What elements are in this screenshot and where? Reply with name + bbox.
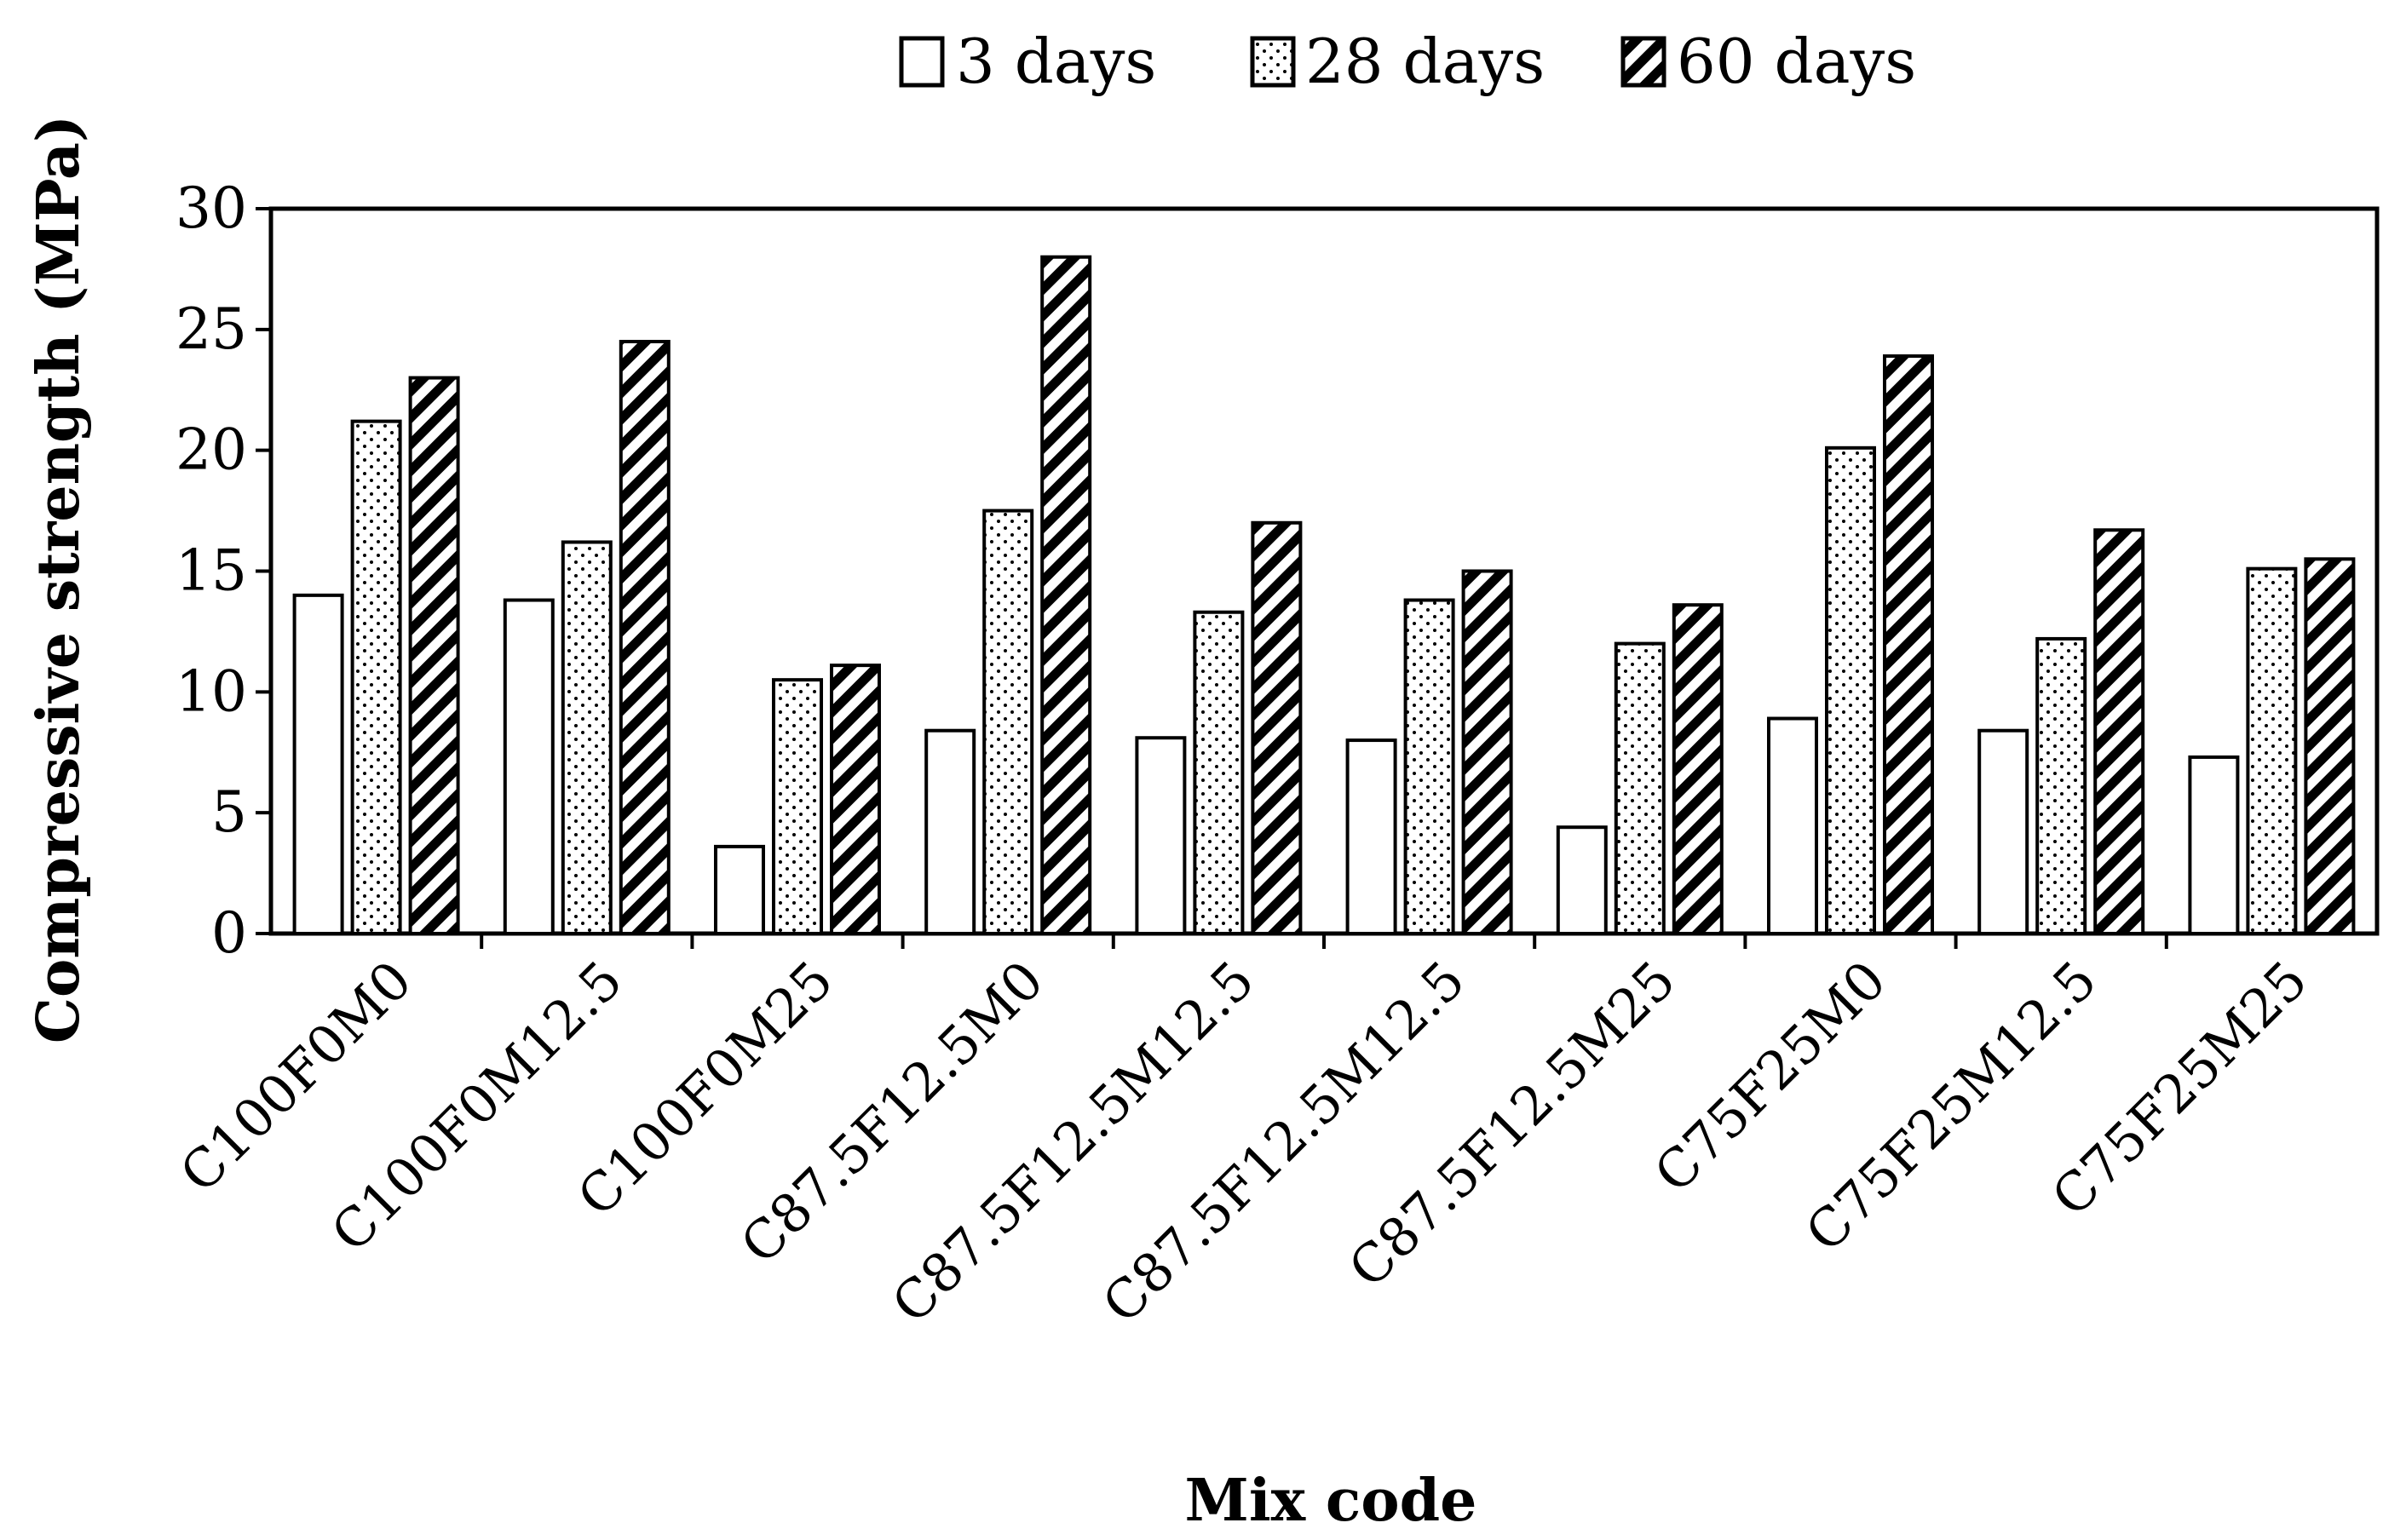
bar-3-days bbox=[1767, 716, 1818, 936]
y-axis: 0 5 10 15 20 25 30 bbox=[176, 175, 271, 966]
bar-3-days bbox=[503, 598, 555, 935]
legend-label-28-days: 28 days bbox=[1305, 26, 1545, 97]
bar-28-days bbox=[1193, 610, 1245, 935]
y-tick-label: 20 bbox=[176, 417, 247, 483]
bar-28-days bbox=[350, 419, 402, 936]
legend: 3 days 28 days 60 days bbox=[899, 26, 1916, 97]
category-labels: C100F0M0C100F0M12.5C100F0M25C87.5F12.5M0… bbox=[168, 949, 2319, 1335]
bars-group bbox=[292, 255, 2356, 936]
bar-28-days bbox=[982, 509, 1034, 935]
x-category-label: C87.5F12.5M12.5 bbox=[1091, 949, 1476, 1335]
y-tick-label: 15 bbox=[176, 538, 247, 604]
bar-3-days bbox=[1135, 736, 1187, 935]
legend-swatch-28-days bbox=[1250, 36, 1296, 88]
bar-28-days bbox=[1825, 445, 1876, 935]
y-axis-title: Compressive strength (MPa) bbox=[25, 115, 93, 1043]
bar-60-days bbox=[2304, 557, 2356, 935]
bar-60-days bbox=[1461, 569, 1513, 935]
bar-28-days bbox=[2246, 566, 2298, 935]
y-tick-label: 30 bbox=[176, 175, 247, 241]
bar-60-days bbox=[1672, 603, 1724, 935]
x-axis bbox=[480, 934, 2168, 949]
bar-60-days bbox=[2093, 528, 2145, 935]
bar-60-days bbox=[1251, 520, 1303, 935]
bar-3-days bbox=[924, 728, 976, 935]
y-tick-label: 0 bbox=[211, 900, 247, 966]
bar-3-days bbox=[1977, 728, 2029, 935]
legend-label-3-days: 3 days bbox=[956, 26, 1156, 97]
bar-60-days bbox=[408, 376, 460, 936]
legend-label-60-days: 60 days bbox=[1677, 26, 1916, 97]
bar-28-days bbox=[772, 678, 823, 936]
bar-28-days bbox=[2035, 636, 2087, 936]
bar-60-days bbox=[619, 340, 671, 935]
legend-swatch-3-days bbox=[899, 36, 945, 88]
bar-60-days bbox=[1883, 354, 1934, 935]
bar-3-days bbox=[714, 844, 765, 936]
bar-60-days bbox=[830, 664, 881, 935]
bar-28-days bbox=[1403, 598, 1455, 935]
x-category-label: C87.5F12.5M12.5 bbox=[880, 949, 1266, 1335]
bar-60-days bbox=[1040, 255, 1092, 935]
y-tick-label: 5 bbox=[211, 779, 247, 845]
bar-3-days bbox=[1345, 738, 1397, 935]
bar-3-days bbox=[2188, 755, 2240, 935]
legend-swatch-60-days bbox=[1620, 36, 1666, 88]
bar-3-days bbox=[292, 593, 344, 935]
y-tick-label: 25 bbox=[176, 296, 247, 362]
x-axis-title: Mix code bbox=[1185, 1467, 1477, 1535]
bar-28-days bbox=[1614, 641, 1666, 935]
y-tick-label: 10 bbox=[176, 658, 247, 724]
bar-28-days bbox=[561, 540, 613, 936]
bar-3-days bbox=[1556, 825, 1608, 935]
